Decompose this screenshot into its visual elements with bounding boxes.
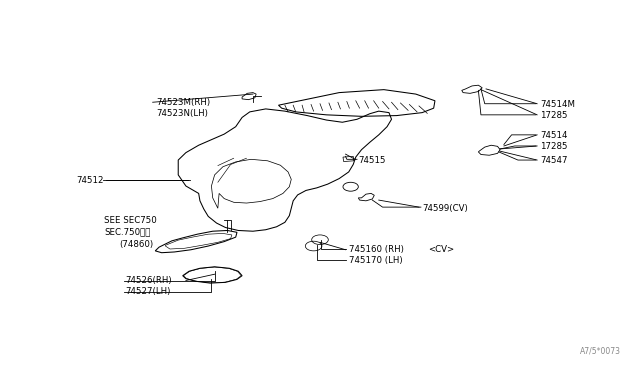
Text: 74515: 74515 bbox=[358, 155, 386, 164]
Text: 74599(CV): 74599(CV) bbox=[422, 204, 468, 213]
Text: 74514M: 74514M bbox=[540, 100, 575, 109]
Text: 74523N(LH): 74523N(LH) bbox=[156, 109, 208, 118]
Text: 745160 (RH): 745160 (RH) bbox=[349, 245, 404, 254]
Text: 745170 (LH): 745170 (LH) bbox=[349, 256, 403, 265]
Text: <CV>: <CV> bbox=[429, 245, 454, 254]
Text: A7/5*0073: A7/5*0073 bbox=[580, 347, 621, 356]
Text: SEC.750参照: SEC.750参照 bbox=[104, 228, 150, 237]
Text: 74526(RH): 74526(RH) bbox=[125, 276, 172, 285]
Text: 74547: 74547 bbox=[540, 156, 568, 165]
Text: 74514: 74514 bbox=[540, 131, 568, 140]
Text: (74860): (74860) bbox=[119, 240, 153, 249]
Text: 17285: 17285 bbox=[540, 142, 568, 151]
Text: 74523M(RH): 74523M(RH) bbox=[156, 98, 210, 107]
Text: SEE SEC750: SEE SEC750 bbox=[104, 216, 157, 225]
Text: 74527(LH): 74527(LH) bbox=[125, 287, 171, 296]
Text: 17285: 17285 bbox=[540, 111, 568, 120]
Text: 74512: 74512 bbox=[76, 176, 104, 185]
